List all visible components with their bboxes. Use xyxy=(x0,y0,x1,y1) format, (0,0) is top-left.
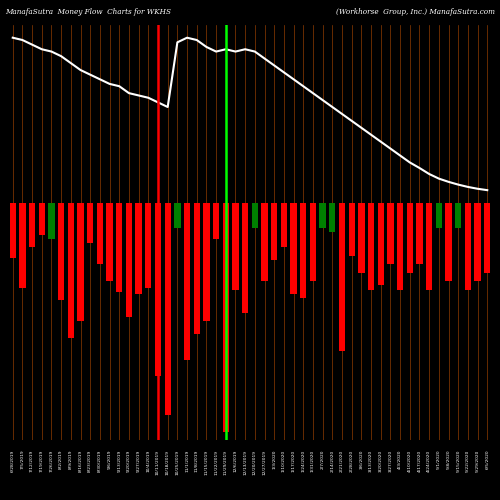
Bar xyxy=(446,203,452,281)
Bar xyxy=(164,203,171,414)
Bar xyxy=(358,203,364,272)
Bar xyxy=(20,203,26,287)
Bar xyxy=(29,203,35,248)
Bar xyxy=(436,203,442,228)
Bar xyxy=(310,203,316,281)
Bar xyxy=(388,203,394,264)
Bar xyxy=(300,203,306,298)
Bar xyxy=(320,203,326,228)
Bar xyxy=(378,203,384,285)
Bar xyxy=(329,203,336,232)
Bar xyxy=(406,203,413,272)
Text: (Workhorse  Group, Inc.) ManafaSutra.com: (Workhorse Group, Inc.) ManafaSutra.com xyxy=(336,8,495,16)
Bar xyxy=(368,203,374,290)
Bar xyxy=(116,203,122,292)
Text: ManafaSutra  Money Flow  Charts for WKHS: ManafaSutra Money Flow Charts for WKHS xyxy=(5,8,171,16)
Bar xyxy=(58,203,64,300)
Bar xyxy=(464,203,471,290)
Bar xyxy=(242,203,248,313)
Bar xyxy=(426,203,432,290)
Bar xyxy=(10,203,16,258)
Bar xyxy=(87,203,94,243)
Bar xyxy=(136,203,142,294)
Bar xyxy=(474,203,480,281)
Bar xyxy=(213,203,220,239)
Bar xyxy=(126,203,132,317)
Bar xyxy=(155,203,161,376)
Bar xyxy=(290,203,296,294)
Bar xyxy=(145,203,152,287)
Bar xyxy=(348,203,355,256)
Bar xyxy=(78,203,84,322)
Bar xyxy=(97,203,103,264)
Bar xyxy=(194,203,200,334)
Bar xyxy=(68,203,74,338)
Bar xyxy=(204,203,210,322)
Bar xyxy=(455,203,462,228)
Bar xyxy=(48,203,54,239)
Bar xyxy=(184,203,190,360)
Bar xyxy=(484,203,490,272)
Bar xyxy=(280,203,287,248)
Bar xyxy=(222,203,229,432)
Bar xyxy=(271,203,278,260)
Bar xyxy=(232,203,238,290)
Bar xyxy=(174,203,180,228)
Bar xyxy=(339,203,345,351)
Bar xyxy=(106,203,112,281)
Bar xyxy=(262,203,268,281)
Bar xyxy=(38,203,45,234)
Bar xyxy=(416,203,422,264)
Bar xyxy=(397,203,403,290)
Bar xyxy=(252,203,258,228)
